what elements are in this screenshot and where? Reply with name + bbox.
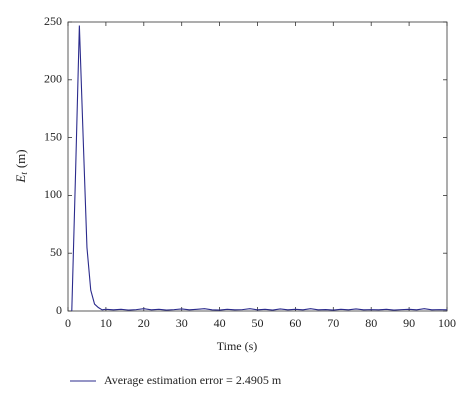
x-tick-label: 40 xyxy=(214,316,226,330)
x-tick-label: 70 xyxy=(327,316,339,330)
x-tick-label: 10 xyxy=(100,316,112,330)
y-tick-label: 100 xyxy=(44,187,62,201)
x-tick-label: 50 xyxy=(252,316,264,330)
y-tick-label: 250 xyxy=(44,14,62,28)
data-line xyxy=(71,25,448,312)
y-tick-label: 150 xyxy=(44,129,62,143)
x-tick-label: 60 xyxy=(289,316,301,330)
x-axis-label: Time (s) xyxy=(217,339,258,353)
y-label-unit: (m) xyxy=(13,149,28,168)
legend-label: Average estimation error = 2.4905 m xyxy=(104,373,282,387)
y-tick-label: 200 xyxy=(44,72,62,86)
x-tick-label: 30 xyxy=(176,316,188,330)
x-tick-label: 100 xyxy=(438,316,456,330)
x-tick-label: 90 xyxy=(403,316,415,330)
x-tick-label: 80 xyxy=(365,316,377,330)
y-tick-label: 50 xyxy=(50,245,62,259)
y-label-symbol: E xyxy=(13,175,28,184)
x-tick-label: 20 xyxy=(138,316,150,330)
y-label-subscript: t xyxy=(19,172,29,175)
y-tick-label: 0 xyxy=(56,303,62,317)
y-axis-label: Et (m) xyxy=(13,149,29,183)
x-tick-label: 0 xyxy=(65,316,71,330)
plot-frame xyxy=(67,21,448,312)
